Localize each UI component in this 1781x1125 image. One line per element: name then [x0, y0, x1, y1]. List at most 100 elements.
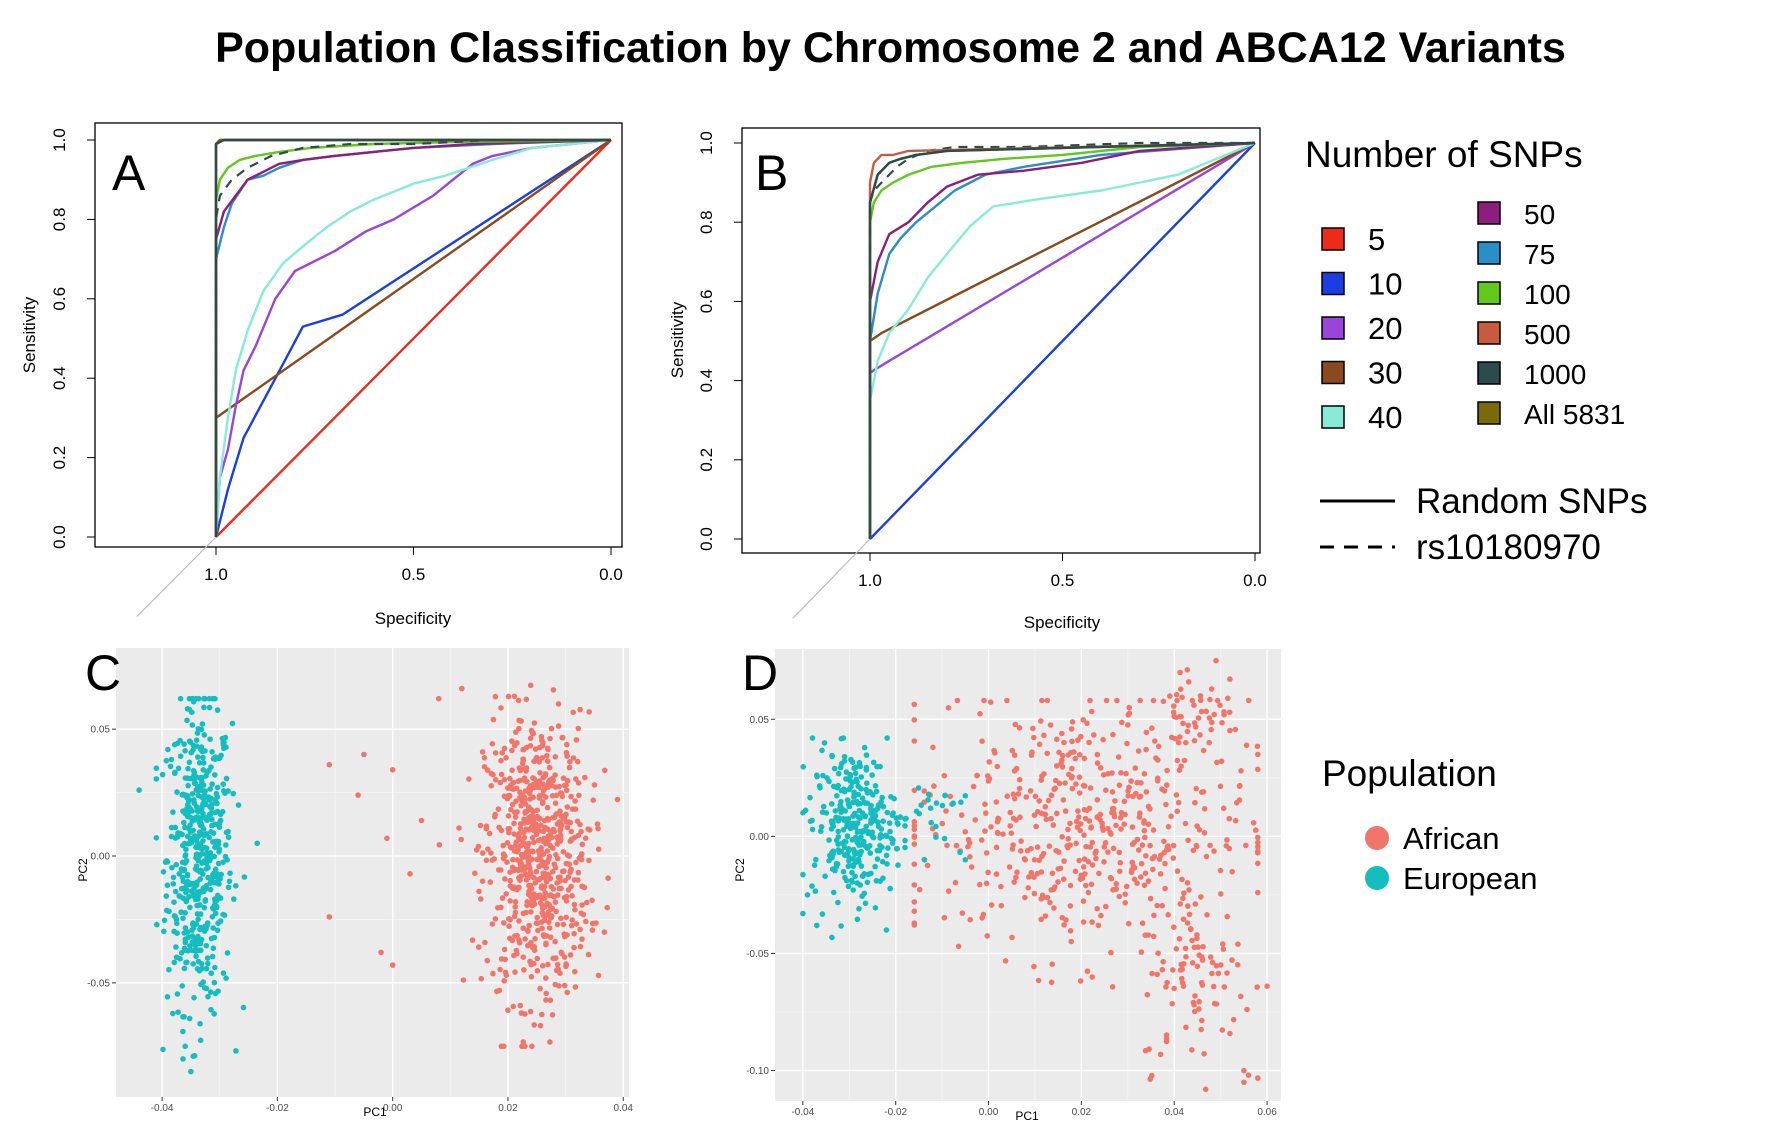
point-african — [970, 783, 977, 790]
point-european — [197, 1037, 204, 1044]
panel-c-xlabel: PC1 — [363, 1105, 387, 1119]
x-tick-label: -0.02 — [266, 1103, 289, 1114]
point-european — [184, 717, 190, 724]
point-european — [894, 845, 900, 852]
point-african — [1085, 889, 1092, 896]
point-european — [858, 848, 865, 855]
point-african — [1191, 737, 1198, 744]
point-african — [549, 1012, 556, 1018]
point-african — [1195, 715, 1202, 721]
point-african — [1149, 1072, 1155, 1079]
point-african — [543, 864, 549, 871]
y-tick-label: 0.05 — [91, 725, 111, 736]
point-european — [222, 790, 228, 796]
point-african — [558, 915, 564, 922]
point-european — [212, 756, 218, 762]
point-african — [1126, 920, 1132, 927]
point-european — [235, 802, 242, 808]
point-european — [166, 966, 172, 973]
point-european — [206, 695, 212, 702]
point-african — [1108, 831, 1114, 837]
point-african — [1025, 885, 1031, 891]
point-african — [1036, 741, 1043, 748]
point-african — [509, 747, 515, 754]
point-european — [170, 1010, 176, 1017]
point-african — [1038, 916, 1044, 923]
roc-line-20 — [214, 138, 612, 538]
y-tick-label: 1.0 — [50, 128, 69, 152]
point-european — [848, 877, 855, 884]
point-european — [165, 746, 171, 753]
point-european — [183, 959, 189, 966]
point-african — [1147, 842, 1153, 849]
point-african — [1117, 859, 1124, 866]
panel-b-ylabel: Sensitivity — [668, 301, 687, 378]
point-african — [542, 890, 548, 896]
point-african — [554, 880, 560, 886]
point-european — [863, 823, 869, 830]
point-european — [220, 859, 226, 865]
point-european — [172, 824, 179, 831]
point-african — [527, 796, 533, 802]
point-european — [879, 794, 885, 801]
point-african — [1143, 729, 1150, 736]
point-european — [841, 838, 848, 845]
point-african — [1198, 708, 1205, 715]
point-african — [594, 821, 601, 827]
point-african — [1009, 934, 1015, 941]
point-african — [551, 893, 557, 900]
point-european — [199, 860, 205, 866]
point-african — [579, 936, 585, 942]
point-african — [525, 875, 531, 881]
point-african — [1087, 697, 1093, 704]
point-african — [531, 1022, 537, 1028]
point-european — [957, 849, 963, 856]
point-african — [931, 783, 937, 789]
point-european — [180, 1056, 186, 1062]
point-european — [208, 854, 215, 861]
point-african — [1192, 799, 1198, 806]
y-tick-label: 0.2 — [697, 448, 716, 472]
point-african — [1086, 818, 1093, 824]
roc-line-rs10180970 — [214, 138, 611, 537]
point-african — [1184, 667, 1191, 673]
point-african — [1017, 814, 1023, 820]
point-african — [1190, 847, 1197, 854]
point-african — [1093, 855, 1099, 862]
point-african — [1244, 1006, 1250, 1013]
point-african — [1163, 1035, 1170, 1042]
point-european — [219, 735, 226, 742]
point-african — [1179, 975, 1185, 982]
point-african — [1007, 823, 1013, 829]
point-european — [828, 826, 835, 832]
point-african — [1116, 849, 1123, 856]
panel-b-plot: 1.0 0.5 0.0 0.0 0.2 0.4 0.6 0.8 1.0 — [697, 131, 1267, 619]
point-european — [818, 824, 825, 830]
point-african — [514, 857, 521, 863]
point-european — [191, 836, 197, 842]
point-african — [1089, 974, 1095, 980]
point-african — [1136, 814, 1143, 820]
point-european — [214, 784, 221, 791]
point-african — [492, 916, 499, 922]
point-european — [182, 1043, 188, 1050]
point-african — [501, 978, 508, 984]
point-african — [478, 975, 485, 982]
point-african — [1199, 954, 1205, 960]
point-african — [1030, 725, 1036, 732]
point-european — [173, 954, 180, 961]
point-european — [883, 927, 890, 933]
point-african — [577, 821, 583, 828]
point-african — [1143, 789, 1150, 795]
point-african — [1201, 830, 1208, 836]
legend-swatch-50 — [1477, 201, 1501, 225]
point-european — [874, 856, 881, 862]
point-african — [1191, 702, 1197, 708]
point-african — [1091, 732, 1097, 738]
point-african — [570, 709, 576, 716]
legend-label: 1000 — [1524, 359, 1586, 390]
point-european — [859, 795, 866, 801]
point-european — [873, 788, 880, 795]
point-european — [849, 779, 856, 786]
legend-swatch-100 — [1477, 281, 1501, 305]
